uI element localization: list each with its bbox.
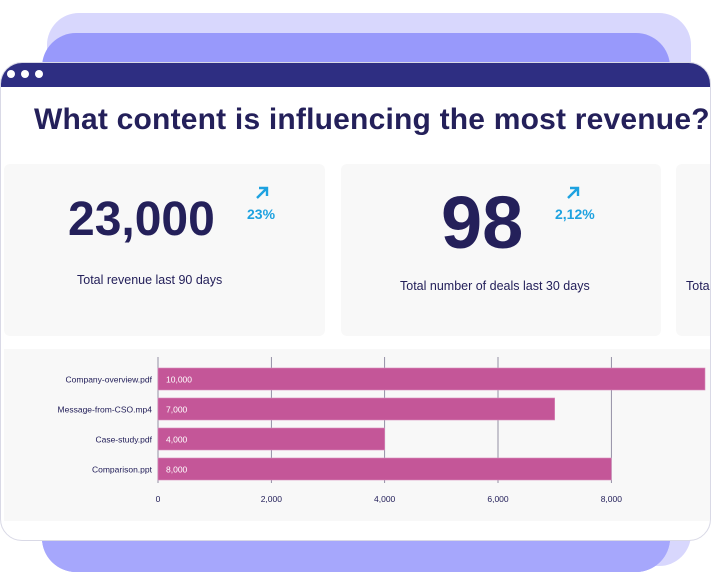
window-dot-icon[interactable] — [35, 70, 43, 78]
category-label: Case-study.pdf — [95, 435, 152, 445]
x-tick-label: 8,000 — [601, 494, 623, 504]
stat-change: 23% — [247, 206, 276, 222]
bar-data-label: 4,000 — [166, 435, 188, 445]
stat-label: Total number of deals last 30 days — [400, 279, 590, 293]
bar-data-label: 8,000 — [166, 465, 188, 475]
arrow-up-right-icon — [256, 186, 269, 199]
arrow-up-right-icon — [567, 186, 580, 199]
x-tick-label: 2,000 — [261, 494, 283, 504]
page-title: What content is influencing the most rev… — [34, 103, 710, 136]
bar — [157, 427, 385, 451]
window-dot-icon[interactable] — [7, 70, 15, 78]
bar — [157, 397, 555, 421]
stat-label: Total — [686, 279, 711, 293]
stat-label: Total revenue last 90 days — [77, 273, 223, 287]
x-tick-label: 4,000 — [374, 494, 396, 504]
x-tick-label: 0 — [156, 494, 161, 504]
stat-value: 98 — [441, 181, 524, 264]
bar-data-label: 7,000 — [166, 405, 188, 415]
bar — [157, 457, 612, 481]
category-label: Message-from-CSO.mp4 — [58, 405, 153, 415]
window-titlebar — [1, 63, 710, 87]
stat-card-partial: Total — [676, 164, 711, 336]
window-dot-icon[interactable] — [21, 70, 29, 78]
browser-window: What content is influencing the most rev… — [0, 62, 711, 541]
revenue-bar-chart: 0 2,000 4,000 6,000 8,000 10,000 Company-overv… — [4, 349, 710, 521]
stat-card-revenue: 23,000 23% Total revenue last 90 days — [4, 164, 325, 336]
bar-data-label: 10,000 — [166, 375, 192, 385]
stat-card-deals: 98 2,12% Total number of deals last 30 d… — [341, 164, 661, 336]
bar — [157, 367, 706, 391]
category-label: Company-overview.pdf — [66, 375, 153, 385]
stat-value: 23,000 — [68, 193, 215, 246]
category-label: Comparison.ppt — [92, 465, 153, 475]
bar-chart-svg: 0 2,000 4,000 6,000 8,000 10,000 Company-overv… — [58, 357, 706, 504]
stat-change: 2,12% — [555, 206, 595, 222]
x-tick-label: 6,000 — [487, 494, 509, 504]
